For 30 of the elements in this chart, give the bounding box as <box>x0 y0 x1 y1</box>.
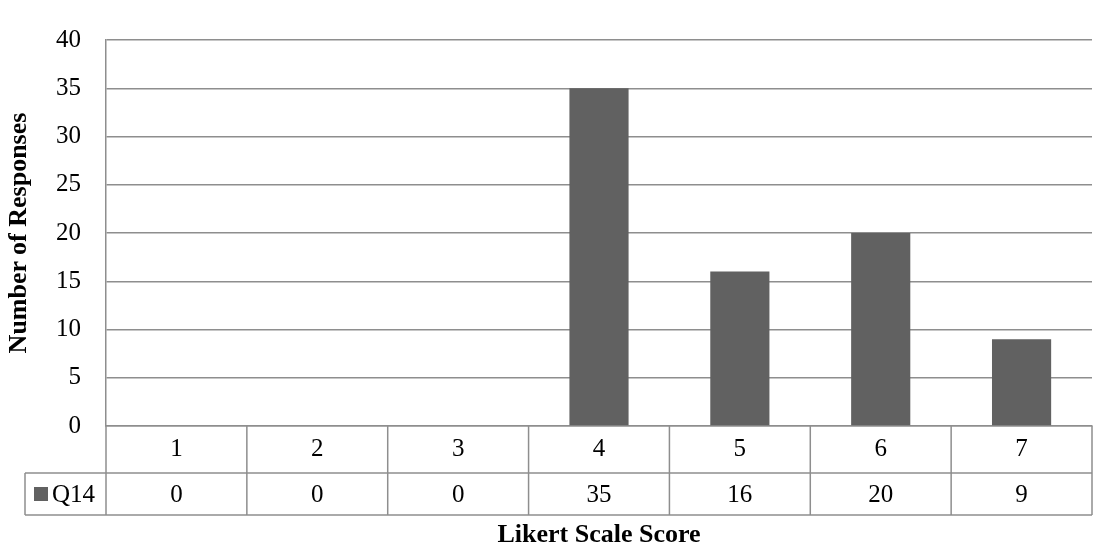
y-tick-label: 25 <box>56 169 81 197</box>
data-label: 0 <box>170 479 183 507</box>
x-axis-title: Likert Scale Score <box>497 519 701 549</box>
data-label: 20 <box>868 479 894 507</box>
x-tick-label: 5 <box>733 433 747 461</box>
x-tick-label: 6 <box>874 433 887 461</box>
y-tick-label: 30 <box>56 121 81 149</box>
data-label: 0 <box>311 479 324 507</box>
data-label: 35 <box>586 479 612 507</box>
x-tick-label: 3 <box>451 433 465 461</box>
y-tick-label: 5 <box>68 362 81 390</box>
y-axis-title: Number of Responses <box>3 112 33 354</box>
y-tick-label: 10 <box>56 314 81 342</box>
data-label: 16 <box>727 479 753 507</box>
x-tick-label: 4 <box>592 433 606 461</box>
y-tick-label: 20 <box>56 217 81 245</box>
y-tick-label: 40 <box>56 24 81 52</box>
data-label: 9 <box>1015 479 1028 507</box>
bar <box>851 233 911 426</box>
data-label: 0 <box>451 479 465 507</box>
x-tick-label: 2 <box>311 433 324 461</box>
y-tick-label: 15 <box>56 265 81 293</box>
bar <box>710 271 770 426</box>
legend-label: Q14 <box>52 479 96 507</box>
bar <box>569 88 629 426</box>
y-tick-label: 35 <box>56 72 81 100</box>
bar <box>991 339 1052 426</box>
x-tick-label: 1 <box>170 433 183 461</box>
x-tick-label: 7 <box>1015 433 1028 461</box>
y-tick-label: 0 <box>68 410 81 438</box>
